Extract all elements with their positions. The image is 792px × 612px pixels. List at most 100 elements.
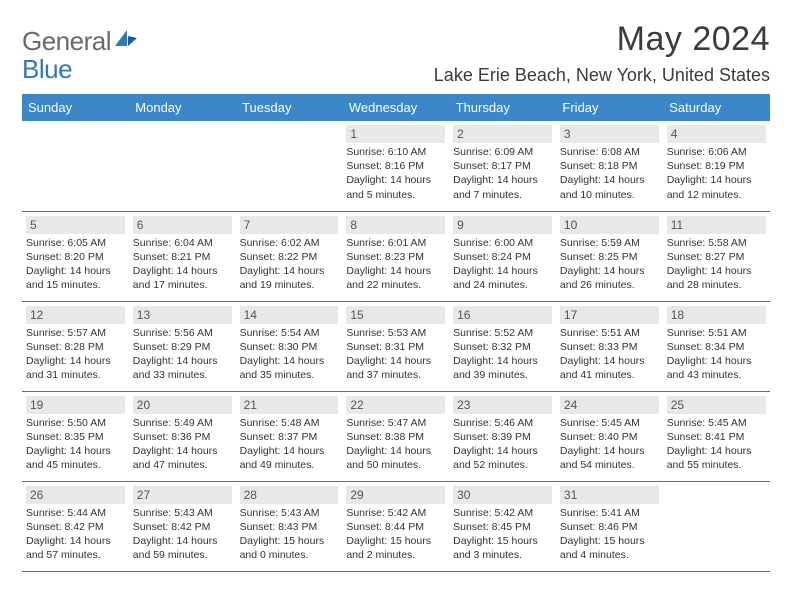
sunrise-text: Sunrise: 5:47 AM xyxy=(346,416,445,430)
calendar-body: 1Sunrise: 6:10 AMSunset: 8:16 PMDaylight… xyxy=(22,121,770,571)
calendar-cell: 27Sunrise: 5:43 AMSunset: 8:42 PMDayligh… xyxy=(129,481,236,571)
day-details: Sunrise: 5:41 AMSunset: 8:46 PMDaylight:… xyxy=(560,506,659,563)
day-details: Sunrise: 6:04 AMSunset: 8:21 PMDaylight:… xyxy=(133,236,232,293)
day-details: Sunrise: 5:45 AMSunset: 8:41 PMDaylight:… xyxy=(667,416,766,473)
sunset-text: Sunset: 8:27 PM xyxy=(667,250,766,264)
calendar-header: SundayMondayTuesdayWednesdayThursdayFrid… xyxy=(22,94,770,121)
daylight-text-2: and 39 minutes. xyxy=(453,368,552,382)
daylight-text-1: Daylight: 14 hours xyxy=(667,173,766,187)
title-block: May 2024 Lake Erie Beach, New York, Unit… xyxy=(434,20,770,86)
daylight-text-2: and 43 minutes. xyxy=(667,368,766,382)
sunrise-text: Sunrise: 5:48 AM xyxy=(240,416,339,430)
day-details: Sunrise: 5:42 AMSunset: 8:44 PMDaylight:… xyxy=(346,506,445,563)
day-number: 24 xyxy=(560,396,659,414)
calendar-cell: 6Sunrise: 6:04 AMSunset: 8:21 PMDaylight… xyxy=(129,211,236,301)
day-number: 23 xyxy=(453,396,552,414)
weekday-header: Sunday xyxy=(22,94,129,121)
daylight-text-2: and 54 minutes. xyxy=(560,458,659,472)
daylight-text-1: Daylight: 14 hours xyxy=(240,354,339,368)
calendar-cell: 21Sunrise: 5:48 AMSunset: 8:37 PMDayligh… xyxy=(236,391,343,481)
day-number: 12 xyxy=(26,306,125,324)
daylight-text-1: Daylight: 14 hours xyxy=(133,534,232,548)
day-details: Sunrise: 5:53 AMSunset: 8:31 PMDaylight:… xyxy=(346,326,445,383)
sunset-text: Sunset: 8:42 PM xyxy=(26,520,125,534)
daylight-text-2: and 35 minutes. xyxy=(240,368,339,382)
daylight-text-1: Daylight: 15 hours xyxy=(240,534,339,548)
calendar-cell: 23Sunrise: 5:46 AMSunset: 8:39 PMDayligh… xyxy=(449,391,556,481)
daylight-text-2: and 41 minutes. xyxy=(560,368,659,382)
calendar-cell: 13Sunrise: 5:56 AMSunset: 8:29 PMDayligh… xyxy=(129,301,236,391)
weekday-header: Tuesday xyxy=(236,94,343,121)
sunrise-text: Sunrise: 5:43 AM xyxy=(133,506,232,520)
calendar-cell xyxy=(236,121,343,211)
sunrise-text: Sunrise: 5:43 AM xyxy=(240,506,339,520)
day-number: 2 xyxy=(453,125,552,143)
daylight-text-1: Daylight: 14 hours xyxy=(453,444,552,458)
day-details: Sunrise: 5:51 AMSunset: 8:33 PMDaylight:… xyxy=(560,326,659,383)
day-number: 15 xyxy=(346,306,445,324)
daylight-text-2: and 12 minutes. xyxy=(667,188,766,202)
weekday-header: Saturday xyxy=(663,94,770,121)
sunset-text: Sunset: 8:44 PM xyxy=(346,520,445,534)
sunrise-text: Sunrise: 6:00 AM xyxy=(453,236,552,250)
sunrise-text: Sunrise: 6:01 AM xyxy=(346,236,445,250)
sunset-text: Sunset: 8:28 PM xyxy=(26,340,125,354)
calendar-cell: 2 Sunrise: 6:09 AMSunset: 8:17 PMDaylight… xyxy=(449,121,556,211)
day-number: 28 xyxy=(240,486,339,504)
calendar-cell: 22Sunrise: 5:47 AMSunset: 8:38 PMDayligh… xyxy=(342,391,449,481)
calendar-cell: 16Sunrise: 5:52 AMSunset: 8:32 PMDayligh… xyxy=(449,301,556,391)
weekday-header: Wednesday xyxy=(342,94,449,121)
sunrise-text: Sunrise: 6:10 AM xyxy=(346,145,445,159)
sunrise-text: Sunrise: 5:45 AM xyxy=(667,416,766,430)
sunset-text: Sunset: 8:33 PM xyxy=(560,340,659,354)
sunrise-text: Sunrise: 5:41 AM xyxy=(560,506,659,520)
calendar-cell: 11Sunrise: 5:58 AMSunset: 8:27 PMDayligh… xyxy=(663,211,770,301)
daylight-text-1: Daylight: 14 hours xyxy=(453,354,552,368)
day-number: 14 xyxy=(240,306,339,324)
daylight-text-2: and 55 minutes. xyxy=(667,458,766,472)
daylight-text-2: and 15 minutes. xyxy=(26,278,125,292)
sunrise-text: Sunrise: 6:02 AM xyxy=(240,236,339,250)
sunset-text: Sunset: 8:38 PM xyxy=(346,430,445,444)
sunset-text: Sunset: 8:32 PM xyxy=(453,340,552,354)
daylight-text-1: Daylight: 14 hours xyxy=(240,444,339,458)
day-number: 20 xyxy=(133,396,232,414)
weekday-header: Thursday xyxy=(449,94,556,121)
logo: General xyxy=(22,26,139,57)
day-details: Sunrise: 5:57 AMSunset: 8:28 PMDaylight:… xyxy=(26,326,125,383)
daylight-text-2: and 7 minutes. xyxy=(453,188,552,202)
daylight-text-2: and 49 minutes. xyxy=(240,458,339,472)
calendar-page: General May 2024 Lake Erie Beach, New Yo… xyxy=(0,0,792,612)
daylight-text-2: and 47 minutes. xyxy=(133,458,232,472)
day-details: Sunrise: 5:44 AMSunset: 8:42 PMDaylight:… xyxy=(26,506,125,563)
sunrise-text: Sunrise: 5:58 AM xyxy=(667,236,766,250)
daylight-text-2: and 5 minutes. xyxy=(346,188,445,202)
calendar-cell: 4Sunrise: 6:06 AMSunset: 8:19 PMDaylight… xyxy=(663,121,770,211)
day-number: 26 xyxy=(26,486,125,504)
sunset-text: Sunset: 8:30 PM xyxy=(240,340,339,354)
daylight-text-1: Daylight: 14 hours xyxy=(560,444,659,458)
calendar-cell: 3Sunrise: 6:08 AMSunset: 8:18 PMDaylight… xyxy=(556,121,663,211)
daylight-text-1: Daylight: 14 hours xyxy=(346,444,445,458)
sunset-text: Sunset: 8:43 PM xyxy=(240,520,339,534)
day-number: 3 xyxy=(560,125,659,143)
day-details: Sunrise: 5:50 AMSunset: 8:35 PMDaylight:… xyxy=(26,416,125,473)
day-details: Sunrise: 5:56 AMSunset: 8:29 PMDaylight:… xyxy=(133,326,232,383)
sunrise-text: Sunrise: 6:04 AM xyxy=(133,236,232,250)
calendar-cell: 31Sunrise: 5:41 AMSunset: 8:46 PMDayligh… xyxy=(556,481,663,571)
day-details: Sunrise: 6:09 AMSunset: 8:17 PMDaylight:… xyxy=(453,145,552,202)
calendar-cell xyxy=(663,481,770,571)
calendar-cell: 7Sunrise: 6:02 AMSunset: 8:22 PMDaylight… xyxy=(236,211,343,301)
day-details: Sunrise: 6:00 AMSunset: 8:24 PMDaylight:… xyxy=(453,236,552,293)
daylight-text-2: and 28 minutes. xyxy=(667,278,766,292)
daylight-text-2: and 45 minutes. xyxy=(26,458,125,472)
day-details: Sunrise: 5:59 AMSunset: 8:25 PMDaylight:… xyxy=(560,236,659,293)
daylight-text-1: Daylight: 15 hours xyxy=(346,534,445,548)
sunrise-text: Sunrise: 5:53 AM xyxy=(346,326,445,340)
day-number: 21 xyxy=(240,396,339,414)
calendar-cell xyxy=(22,121,129,211)
daylight-text-1: Daylight: 14 hours xyxy=(26,534,125,548)
sunrise-text: Sunrise: 5:56 AM xyxy=(133,326,232,340)
sunset-text: Sunset: 8:19 PM xyxy=(667,159,766,173)
day-details: Sunrise: 5:45 AMSunset: 8:40 PMDaylight:… xyxy=(560,416,659,473)
